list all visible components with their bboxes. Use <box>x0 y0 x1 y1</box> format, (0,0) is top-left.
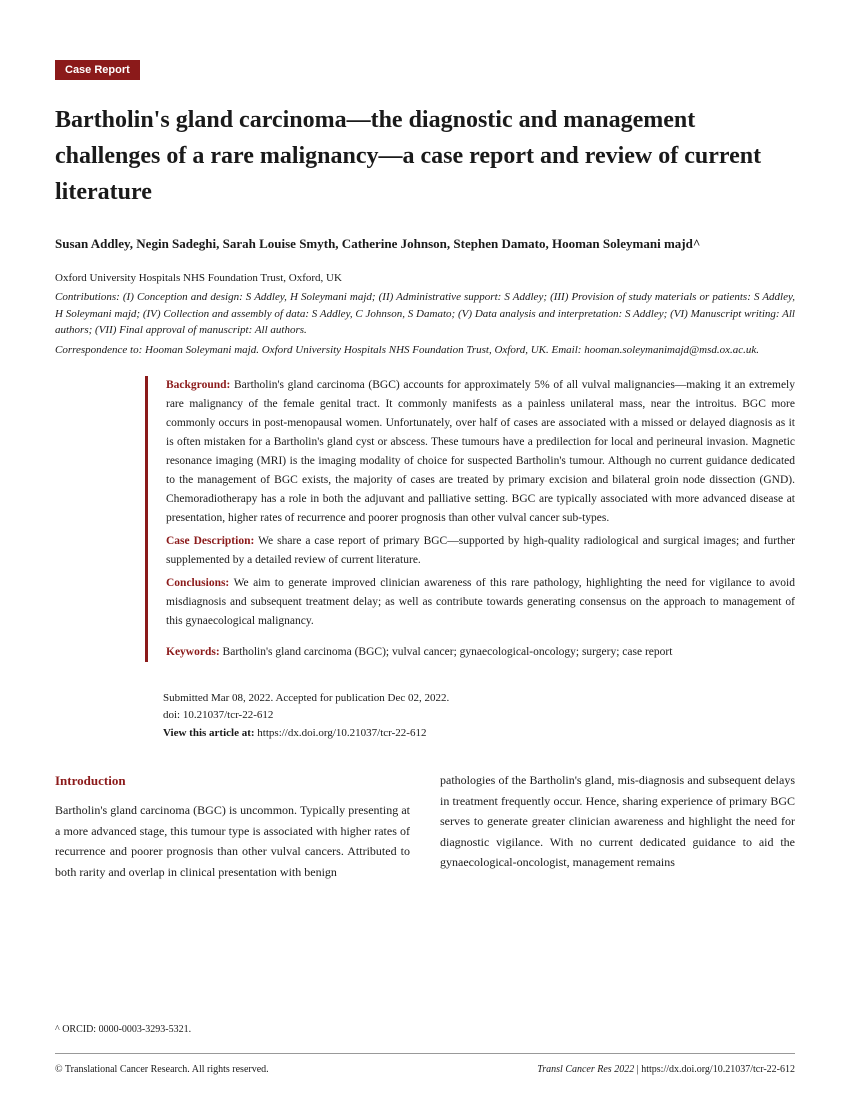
abstract-conclusions: Conclusions: We aim to generate improved… <box>166 574 795 631</box>
abstract-background: Background: Bartholin's gland carcinoma … <box>166 376 795 528</box>
introduction-heading: Introduction <box>55 770 410 792</box>
contributions: Contributions: (I) Conception and design… <box>55 289 795 339</box>
background-text: Bartholin's gland carcinoma (BGC) accoun… <box>166 379 795 524</box>
journal-citation: Transl Cancer Res 2022 | https://dx.doi.… <box>537 1064 795 1075</box>
intro-text-left: Bartholin's gland carcinoma (BGC) is unc… <box>55 800 410 882</box>
footer-doi-link[interactable]: https://dx.doi.org/10.21037/tcr-22-612 <box>641 1064 795 1075</box>
submission-meta: Submitted Mar 08, 2022. Accepted for pub… <box>163 690 795 743</box>
conclusions-text: We aim to generate improved clinician aw… <box>166 577 795 627</box>
correspondence-text: Hooman Soleymani majd. Oxford University… <box>145 344 759 356</box>
contributions-label: Contributions: <box>55 291 120 303</box>
doi: doi: 10.21037/tcr-22-612 <box>163 707 795 725</box>
copyright: © Translational Cancer Research. All rig… <box>55 1064 269 1075</box>
author-list: Susan Addley, Negin Sadeghi, Sarah Louis… <box>55 234 795 254</box>
abstract-keywords: Keywords: Bartholin's gland carcinoma (B… <box>166 643 795 662</box>
journal-name: Transl Cancer Res 2022 <box>537 1064 634 1075</box>
abstract-box: Background: Bartholin's gland carcinoma … <box>145 376 795 662</box>
intro-text-right: pathologies of the Bartholin's gland, mi… <box>440 770 795 872</box>
article-title: Bartholin's gland carcinoma—the diagnost… <box>55 102 795 210</box>
orcid-footnote: ^ ORCID: 0000-0003-3293-5321. <box>55 1024 191 1035</box>
article-type-badge: Case Report <box>55 60 140 80</box>
abstract-case: Case Description: We share a case report… <box>166 532 795 570</box>
intro-column-left: Introduction Bartholin's gland carcinoma… <box>55 770 410 882</box>
correspondence: Correspondence to: Hooman Soleymani majd… <box>55 342 795 359</box>
introduction-section: Introduction Bartholin's gland carcinoma… <box>55 770 795 882</box>
case-label: Case Description: <box>166 535 254 547</box>
affiliation: Oxford University Hospitals NHS Foundati… <box>55 270 795 287</box>
case-text: We share a case report of primary BGC—su… <box>166 535 795 566</box>
view-article-url[interactable]: https://dx.doi.org/10.21037/tcr-22-612 <box>257 727 426 739</box>
submitted-date: Submitted Mar 08, 2022. Accepted for pub… <box>163 690 795 708</box>
view-article-label: View this article at: <box>163 727 255 739</box>
conclusions-label: Conclusions: <box>166 577 229 589</box>
correspondence-label: Correspondence to: <box>55 344 142 356</box>
page-footer: © Translational Cancer Research. All rig… <box>55 1053 795 1075</box>
contributions-text: (I) Conception and design: S Addley, H S… <box>55 291 795 336</box>
keywords-label: Keywords: <box>166 646 220 658</box>
intro-column-right: pathologies of the Bartholin's gland, mi… <box>440 770 795 882</box>
background-label: Background: <box>166 379 230 391</box>
keywords-text: Bartholin's gland carcinoma (BGC); vulva… <box>223 646 673 658</box>
